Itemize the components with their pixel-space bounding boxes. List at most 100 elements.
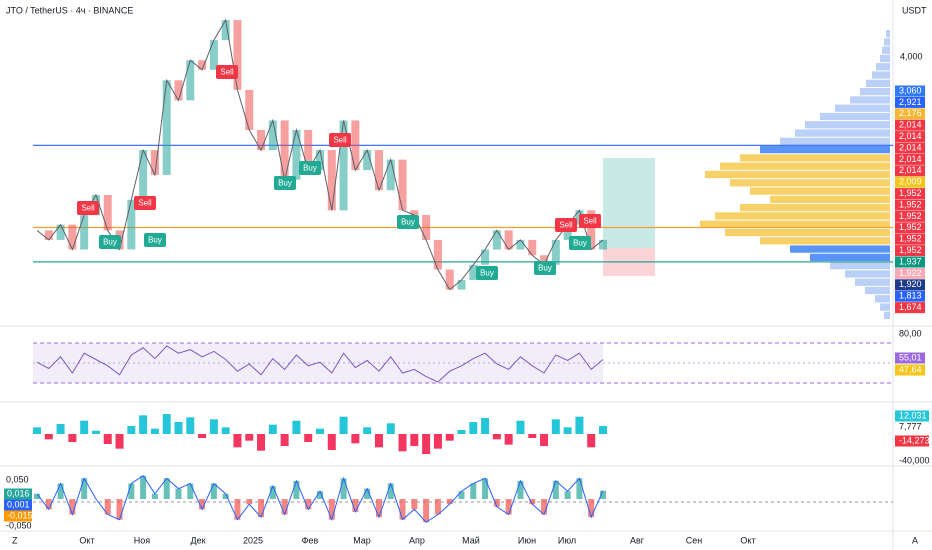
osc-bar: [280, 434, 289, 446]
macd-badge: [4, 510, 32, 522]
macd-badge: [4, 488, 32, 500]
macd-bar: [258, 499, 265, 518]
osc-bar: [174, 422, 183, 434]
macd-bar: [281, 499, 288, 515]
candle: [481, 249, 490, 265]
time-axis-label: Июн: [518, 535, 536, 545]
osc-bar: [316, 428, 324, 434]
candle: [103, 195, 112, 231]
macd-bar: [328, 499, 335, 520]
signal-box: [397, 215, 419, 229]
price-badge-label: 2,014: [899, 165, 922, 175]
volume-profile-bar: [725, 228, 890, 237]
candle: [445, 269, 454, 290]
macd-bar: [482, 478, 489, 499]
signal-label: Buy: [278, 179, 292, 188]
signal-box: [299, 161, 321, 175]
price-badge-label: 2,014: [899, 142, 922, 152]
osc-bar: [162, 414, 171, 434]
time-axis-label: Окт: [740, 535, 755, 545]
price-badge: [895, 199, 925, 211]
signal-label: Sell: [81, 204, 95, 213]
candle: [363, 150, 372, 171]
volume-profile-bar: [740, 204, 890, 212]
signal-box: [579, 214, 601, 228]
candle: [599, 239, 607, 250]
candle: [68, 224, 77, 250]
candle: [257, 130, 266, 151]
volume-profile-bar: [880, 54, 890, 63]
osc-bar: [445, 434, 454, 441]
macd-bar: [140, 475, 147, 499]
price-badge: [895, 222, 925, 234]
macd-bar: [434, 499, 441, 515]
candle: [56, 224, 65, 240]
osc-bar: [528, 434, 537, 438]
price-badge-label: 2,014: [899, 154, 922, 164]
macd-bar: [34, 493, 40, 499]
signal-box: [216, 65, 238, 79]
price-line: [36, 18, 604, 291]
candle: [233, 20, 242, 90]
candle: [44, 230, 53, 240]
signal-label: Buy: [103, 238, 117, 247]
osc-bar: [257, 434, 266, 451]
volume-profile-bar: [720, 162, 890, 170]
volume-profile-bar: [770, 195, 890, 203]
price-badge: [895, 188, 925, 200]
osc-bar: [433, 434, 442, 449]
price-badge: [895, 142, 925, 154]
candle: [492, 230, 501, 250]
price-badge: [895, 131, 925, 143]
candle: [422, 215, 431, 240]
time-axis-label: Авг: [630, 535, 645, 545]
price-axis-label: 4,000: [900, 51, 923, 61]
candle: [316, 150, 324, 171]
price-badge-label: 2,921: [899, 97, 922, 107]
osc-bar: [339, 416, 348, 434]
rsi-badge: [895, 364, 925, 376]
osc-bar: [410, 434, 419, 446]
signal-box: [534, 261, 556, 275]
macd-bar: [493, 499, 500, 507]
osc-bar: [374, 434, 383, 448]
osc-bar: [398, 434, 407, 452]
time-axis-label: Июл: [558, 535, 576, 545]
volume-profile-bar: [805, 121, 890, 129]
price-badge-label: 2,014: [899, 131, 922, 141]
volume-profile-bar: [872, 71, 890, 79]
price-badge-label: 1,952: [899, 199, 922, 209]
price-badge: [895, 85, 925, 97]
osc-bar: [457, 430, 466, 434]
volume-profile-bar: [876, 63, 890, 71]
volume-profile-bar: [820, 112, 890, 121]
price-badge: [895, 119, 925, 131]
osc-bar: [351, 434, 360, 444]
currency: USDT: [902, 5, 927, 15]
osc-bar: [139, 415, 148, 434]
corner-left: Z: [12, 535, 18, 545]
signal-label: Sell: [138, 199, 152, 208]
volume-profile-bar: [760, 237, 890, 245]
macd-bar: [269, 486, 276, 499]
macd-bar: [411, 499, 418, 510]
candle: [150, 150, 159, 175]
rsi-badge: [895, 352, 925, 364]
volume-profile-bar: [780, 137, 890, 145]
signal-box: [144, 233, 166, 247]
osc-bar: [292, 420, 301, 434]
osc-bar: [186, 417, 195, 434]
osc-label: -40,000: [899, 455, 930, 465]
candle: [80, 215, 89, 250]
osc-bar: [575, 416, 584, 434]
macd-bar: [187, 483, 194, 499]
signal-label: Buy: [573, 239, 587, 248]
candle: [174, 80, 183, 101]
candle: [245, 89, 254, 130]
signal-label: Sell: [220, 68, 234, 77]
volume-profile-bar: [790, 245, 890, 253]
price-badge: [895, 165, 925, 177]
osc-bar: [221, 427, 230, 434]
price-badge-label: 2,009: [899, 177, 922, 187]
macd-bar: [576, 478, 583, 499]
